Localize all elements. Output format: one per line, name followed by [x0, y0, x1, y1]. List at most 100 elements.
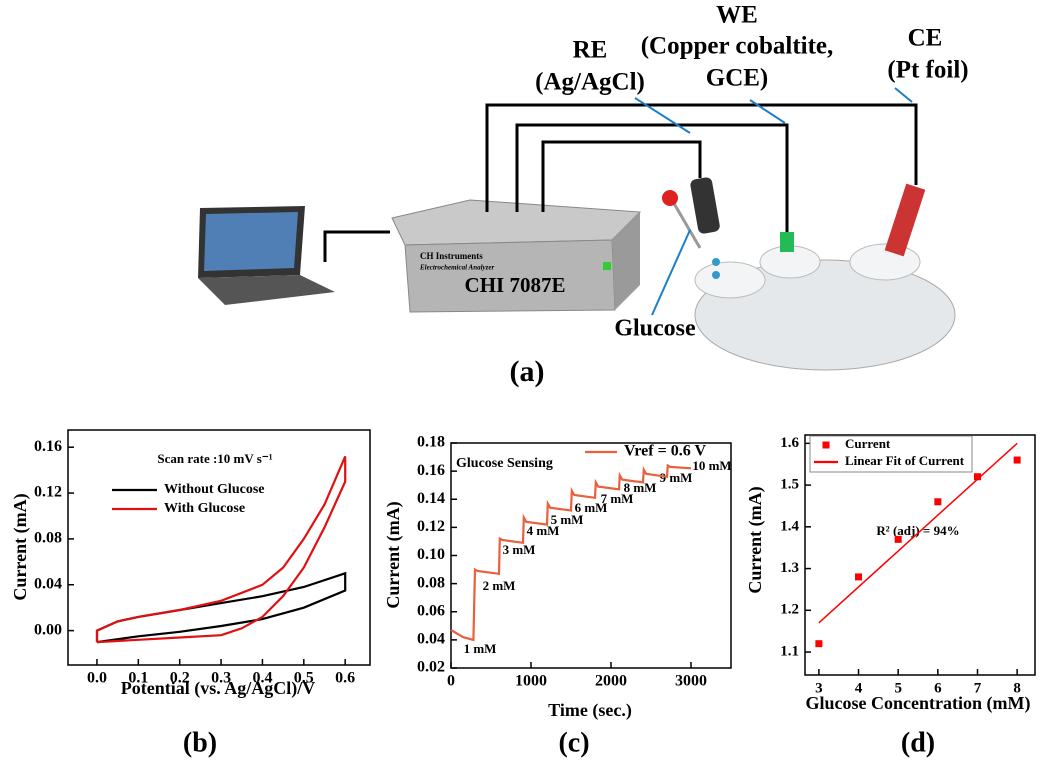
data-line [95, 571, 347, 644]
step-label: 5 mM [551, 512, 584, 527]
y-axis-title: Current (mA) [745, 486, 766, 593]
data-point [934, 498, 942, 506]
data-point [894, 535, 902, 543]
legend-label: Without Glucose [164, 482, 264, 497]
x-tick-label: 4 [855, 680, 863, 696]
instrument-subtitle: Electrochemical Analyzer [419, 264, 494, 272]
setup-diagram: CH Instruments Electrochemical Analyzer … [198, 2, 969, 388]
y-tick-label: 0.14 [417, 490, 445, 507]
x-tick-label: 0.6 [335, 670, 355, 687]
dropper [670, 199, 702, 249]
x-tick-label: 7 [974, 680, 982, 696]
step-label: 3 mM [503, 542, 536, 557]
step-label: 2 mM [483, 578, 516, 593]
data-line [95, 455, 347, 644]
instrument-brand: CH Instruments [420, 251, 483, 261]
step-label: 7 mM [601, 491, 634, 506]
x-tick-label: 6 [934, 680, 942, 696]
step-label: 1 mM [464, 641, 497, 656]
cable [323, 230, 390, 262]
cell-neck [694, 261, 766, 299]
reference-electrode [690, 177, 720, 234]
annotation: Scan rate :10 mV s⁻¹ [157, 451, 272, 466]
y-tick-label: 0.12 [417, 518, 445, 535]
y-tick-label: 1.5 [780, 477, 799, 493]
x-tick-label: 5 [894, 680, 902, 696]
arrow [651, 229, 691, 316]
legend-label: Linear Fit of Current [845, 453, 965, 468]
chart: 0 1000 2000 3000 0.02 0.04 0.06 0.08 0.10 0.12 0.1… [383, 434, 732, 758]
y-tick-label: 0.02 [417, 659, 445, 676]
y-tick-label: 1.6 [780, 435, 799, 451]
y-tick-label: 0.16 [34, 438, 62, 455]
data-point [1013, 456, 1021, 464]
plot-frame [67, 429, 371, 666]
step-label: 6 mM [575, 500, 608, 515]
we-detail: (Copper cobaltite, [641, 33, 834, 60]
x-tick-label: 0.2 [170, 670, 190, 687]
data-line [818, 442, 1018, 624]
annotation: Glucose Sensing [456, 456, 553, 471]
re-detail: (Ag/AgCl) [535, 69, 645, 96]
droplet [712, 258, 720, 266]
we-label: WE [716, 2, 758, 29]
y-tick-label: 1.3 [780, 560, 799, 576]
wire-ce [485, 103, 918, 212]
data-point [974, 473, 981, 481]
x-tick-label: 0.3 [211, 670, 231, 687]
arrow [749, 99, 786, 124]
y-tick-label: 0.04 [34, 575, 62, 592]
y-tick-label: 0.18 [417, 434, 445, 451]
counter-electrode [884, 183, 926, 257]
annotation: R² (adj) = 94% [876, 523, 959, 538]
y-tick-label: 0.08 [34, 530, 62, 547]
panel-label: (b) [183, 727, 217, 758]
step-label: 8 mM [624, 480, 657, 495]
x-tick-label: 0.4 [252, 670, 272, 687]
laptop-base [198, 275, 335, 305]
instrument-side [612, 212, 640, 310]
wire-re [541, 140, 702, 212]
data-line [450, 463, 692, 642]
chart: 3 4 5 6 7 8 1.1 1.2 1.3 1.4 1.5 1.6 Glucose Concentr… [745, 434, 1036, 758]
panel-label: (d) [901, 727, 935, 758]
y-tick-label: 1.4 [780, 518, 799, 534]
x-axis-title: Glucose Concentration (mM) [806, 693, 1031, 714]
step-label: 10 mM [692, 458, 731, 473]
y-tick-label: 0.10 [417, 546, 445, 563]
instrument-model: CHI 7087E [465, 273, 566, 297]
y-tick-label: 0.00 [34, 621, 62, 638]
arrow [634, 97, 691, 134]
x-tick-label: 0 [447, 673, 455, 690]
legend-label: With Glucose [164, 501, 245, 516]
working-electrode [780, 232, 794, 252]
legend-label: Vref = 0.6 V [624, 443, 706, 460]
x-axis-title: Time (sec.) [548, 700, 632, 721]
data-point [815, 640, 823, 648]
y-tick-label: 0.06 [417, 602, 445, 619]
wire-we [515, 123, 789, 245]
legend-swatch [822, 441, 830, 449]
y-tick-label: 0.16 [417, 462, 445, 479]
glucose-label: Glucose [614, 316, 696, 342]
dropper-bulb [662, 190, 678, 206]
x-tick-label: 8 [1013, 680, 1021, 696]
laptop-display [204, 212, 298, 271]
we-detail: GCE) [706, 65, 769, 92]
x-tick-label: 0.5 [294, 670, 314, 687]
x-tick-label: 3 [815, 680, 823, 696]
y-tick-label: 1.2 [780, 602, 799, 618]
legend-label: Current [845, 436, 891, 451]
legend-box [809, 435, 973, 473]
x-tick-label: 0.0 [87, 670, 107, 687]
panel-label: (c) [558, 727, 589, 758]
x-tick-label: 0.1 [128, 670, 148, 687]
re-label: RE [573, 37, 608, 64]
x-tick-label: 1000 [515, 673, 547, 690]
y-axis-title: Current (mA) [383, 501, 404, 608]
y-tick-label: 0.04 [417, 631, 445, 648]
droplet [712, 271, 720, 279]
data-point [855, 573, 863, 581]
x-tick-label: 3000 [675, 673, 707, 690]
